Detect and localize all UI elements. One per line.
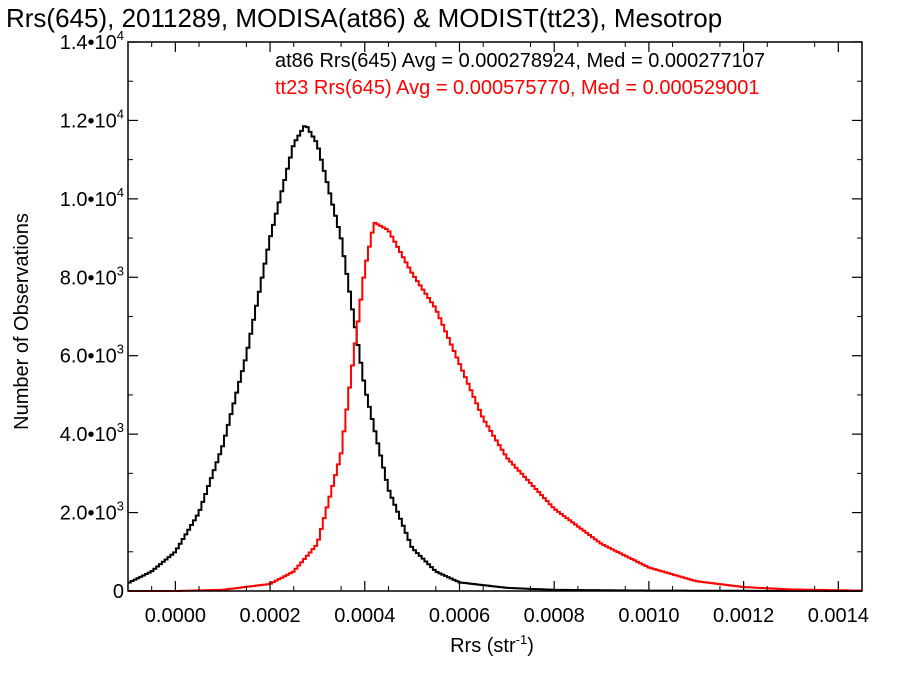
y-tick-mantissa: 0 [113,581,124,603]
x-tick-label: 0.0002 [239,605,300,627]
y-axis: 02.0•1034.0•1036.0•1038.0•1031.0•1041.2•… [60,28,862,603]
x-tick-label: 0.0006 [429,605,490,627]
y-tick-exponent: 3 [117,263,124,278]
x-axis-label-sup: -1 [516,632,528,647]
legend: at86 Rrs(645) Avg = 0.000278924, Med = 0… [275,50,765,99]
y-tick-mantissa: 4.0•10 [60,424,117,446]
series-layer [128,125,862,592]
x-tick-label: 0.0000 [145,605,206,627]
y-tick-label: 2.0•103 [60,499,124,525]
y-tick-label: 4.0•103 [60,420,124,446]
plot-frame [127,41,863,592]
y-tick-label: 0 [113,581,124,603]
y-tick-exponent: 3 [117,342,124,357]
x-tick-label: 0.0008 [524,605,585,627]
y-tick-label: 8.0•103 [60,263,124,289]
chart-title: Rrs(645), 2011289, MODISA(at86) & MODIST… [6,3,722,33]
y-tick-mantissa: 1.2•10 [60,110,117,132]
y-tick-label: 6.0•103 [60,342,124,368]
x-axis-label: Rrs (str-1) [450,632,534,657]
y-tick-mantissa: 1.4•10 [60,32,117,54]
y-tick-exponent: 4 [117,106,124,121]
y-tick-mantissa: 8.0•10 [60,267,117,289]
x-axis-label-main: Rrs (str [450,635,516,657]
series-line-tt23 [128,221,862,592]
x-axis: 0.0000 0.0002 0.0004 0.0006 0.0008 0.0010 0.00… [145,42,869,627]
legend-entry-at86: at86 Rrs(645) Avg = 0.000278924, Med = 0… [275,50,765,72]
y-tick-mantissa: 1.0•10 [60,189,117,211]
x-axis-label-end: ) [527,635,534,657]
y-tick-label: 1.2•104 [60,106,124,132]
y-tick-mantissa: 2.0•10 [60,503,117,525]
y-tick-mantissa: 6.0•10 [60,346,117,368]
x-tick-label: 0.0012 [713,605,774,627]
y-tick-exponent: 3 [117,499,124,514]
y-tick-exponent: 4 [117,28,124,43]
legend-entry-tt23: tt23 Rrs(645) Avg = 0.000575770, Med = 0… [275,77,759,99]
series-line-at86 [128,125,862,592]
y-tick-label: 1.0•104 [60,185,124,211]
x-tick-label: 0.0014 [808,605,869,627]
y-axis-label: Number of Observations [11,213,33,430]
x-tick-label: 0.0010 [618,605,679,627]
y-tick-exponent: 3 [117,420,124,435]
y-tick-exponent: 4 [117,185,124,200]
y-tick-label: 1.4•104 [60,28,124,54]
x-tick-label: 0.0004 [334,605,395,627]
